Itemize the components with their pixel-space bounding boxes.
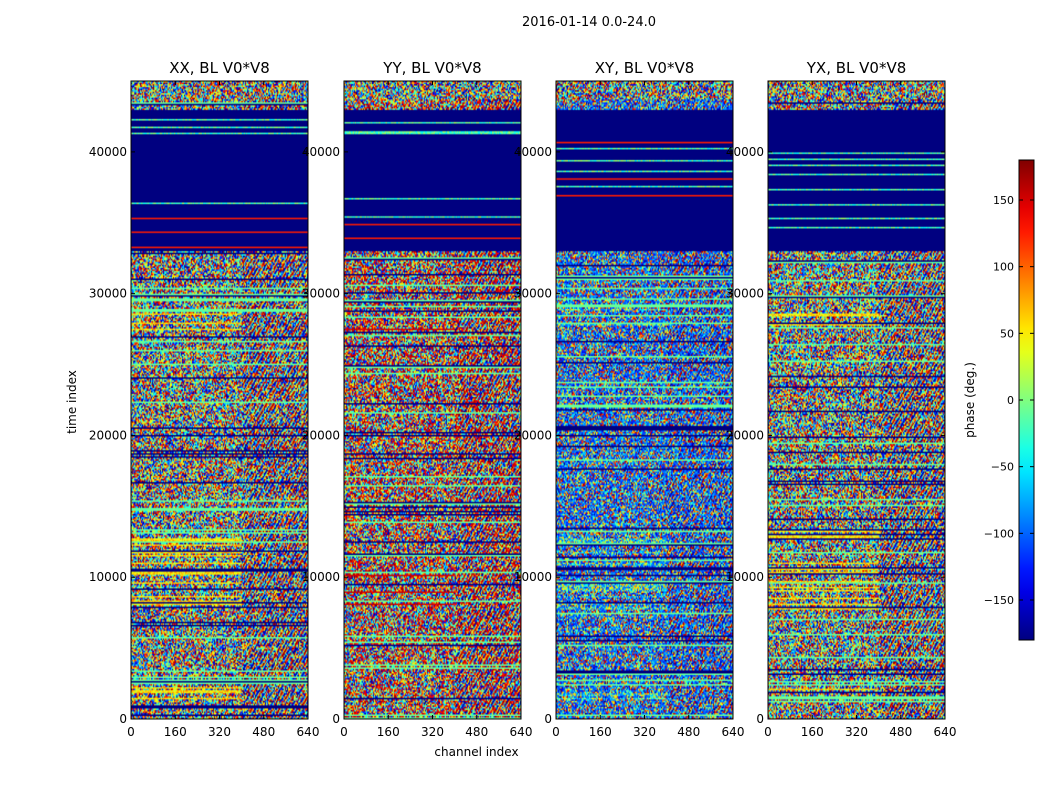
x-tick-label: 480 — [252, 725, 275, 739]
panel-title: YX, BL V0*V8 — [806, 59, 907, 77]
y-tick-label: 30000 — [514, 287, 552, 301]
x-tick-label: 0 — [340, 725, 348, 739]
y-tick-label: 20000 — [514, 428, 552, 442]
y-tick-label: 0 — [544, 712, 552, 726]
y-axis-label: time index — [65, 370, 79, 434]
y-tick-label: 10000 — [89, 570, 127, 584]
x-tick-label: 640 — [722, 725, 745, 739]
y-tick-label: 40000 — [89, 145, 127, 159]
heatmap-image — [768, 81, 945, 719]
y-tick-label: 0 — [119, 712, 127, 726]
x-tick-label: 640 — [510, 725, 533, 739]
y-tick-label: 40000 — [302, 145, 340, 159]
x-tick-label: 160 — [377, 725, 400, 739]
panel-xx: XX, BL V0*V8 0 160 320 480 640 0 10000 20000 3000… — [65, 59, 319, 739]
x-tick-label: 160 — [801, 725, 824, 739]
x-tick-label: 320 — [633, 725, 656, 739]
x-tick-label: 0 — [552, 725, 560, 739]
heatmap-image — [556, 81, 733, 719]
y-tick-label: 0 — [332, 712, 340, 726]
colorbar-tick-label: −150 — [984, 594, 1014, 607]
x-tick-label: 160 — [589, 725, 612, 739]
y-tick-label: 20000 — [89, 428, 127, 442]
panel-yx: YX, BL V0*V8 0 160 320 480 640 0 10000 20000 3000… — [726, 59, 957, 739]
x-tick-label: 320 — [208, 725, 231, 739]
heatmap-image — [344, 81, 521, 719]
y-tick-label: 10000 — [514, 570, 552, 584]
y-tick-label: 40000 — [726, 145, 764, 159]
colorbar-tick-label: 50 — [1000, 327, 1014, 340]
panel-xy: XY, BL V0*V8 0 160 320 480 640 0 10000 20000 3000… — [514, 59, 745, 739]
y-tick-label: 10000 — [726, 570, 764, 584]
colorbar-tick-label: 150 — [993, 194, 1014, 207]
y-tick-label: 40000 — [514, 145, 552, 159]
x-tick-label: 0 — [764, 725, 772, 739]
y-tick-label: 20000 — [726, 428, 764, 442]
heatmap-image — [131, 81, 308, 719]
x-tick-label: 640 — [297, 725, 320, 739]
y-tick-label: 30000 — [302, 287, 340, 301]
panels: XX, BL V0*V8 0 160 320 480 640 0 10000 20000 3000… — [65, 59, 956, 759]
panel-title: YY, BL V0*V8 — [382, 59, 481, 77]
x-tick-label: 640 — [934, 725, 957, 739]
x-tick-label: 160 — [164, 725, 187, 739]
colorbar-label: phase (deg.) — [963, 362, 977, 438]
figure-suptitle: 2016-01-14 0.0-24.0 — [522, 15, 656, 30]
colorbar-tick-label: 100 — [993, 261, 1014, 274]
x-axis-label: channel index — [434, 745, 518, 759]
x-tick-label: 0 — [127, 725, 135, 739]
y-tick-label: 10000 — [302, 570, 340, 584]
panel-title: XY, BL V0*V8 — [595, 59, 695, 77]
x-tick-label: 320 — [845, 725, 868, 739]
colorbar-tick-label: 0 — [1007, 394, 1014, 407]
x-tick-label: 320 — [421, 725, 444, 739]
y-tick-label: 30000 — [89, 287, 127, 301]
colorbar-tick-label: −50 — [991, 461, 1014, 474]
panel-yy: YY, BL V0*V8 0 160 320 480 640 0 10000 20000 3000… — [302, 59, 533, 759]
y-tick-label: 20000 — [302, 428, 340, 442]
panel-title: XX, BL V0*V8 — [169, 59, 270, 77]
y-tick-label: 30000 — [726, 287, 764, 301]
x-tick-label: 480 — [677, 725, 700, 739]
y-tick-label: 0 — [756, 712, 764, 726]
colorbar-tick-label: −100 — [984, 527, 1014, 540]
x-tick-label: 480 — [889, 725, 912, 739]
x-tick-label: 480 — [465, 725, 488, 739]
colorbar: 150 100 50 0 −50 −100 −150 phase (deg.) — [963, 159, 1035, 641]
